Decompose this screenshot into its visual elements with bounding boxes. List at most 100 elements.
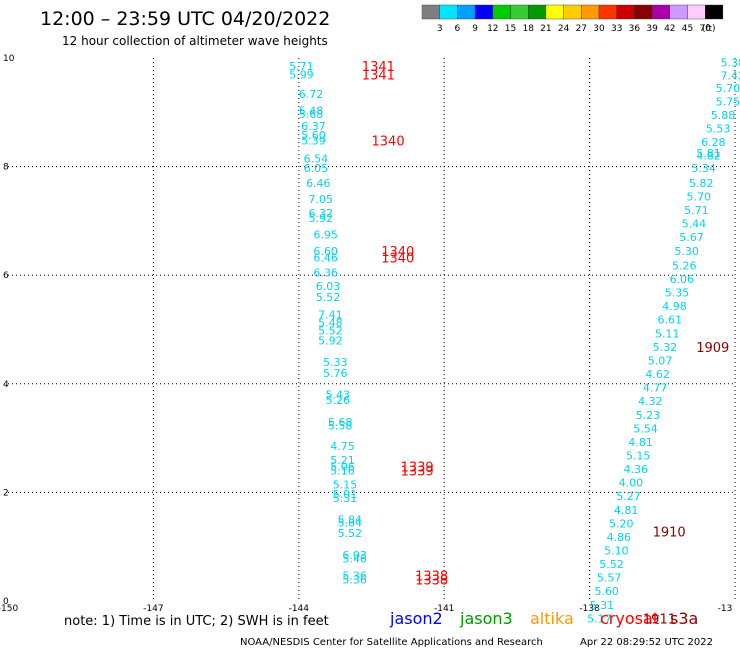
wave-height-label: 5.43 xyxy=(325,389,350,402)
wave-height-label: 5.01 xyxy=(333,488,358,501)
satellite-name: cryosat xyxy=(600,609,659,628)
wave-height-label: 5.36 xyxy=(342,569,367,582)
satellite-legend: jason2 jason3 altika cryosat s3a xyxy=(389,609,698,628)
colorbar-label: 45 xyxy=(682,24,693,34)
pass-time-label: 1341 xyxy=(362,68,395,83)
wave-height-labels: 5.715.996.725.485.686.375.605.396.546.05… xyxy=(289,56,740,625)
y-tick-label: 8 xyxy=(3,163,9,173)
wave-height-label: 5.84 xyxy=(338,516,363,529)
satellite-name: jason2 xyxy=(389,609,443,628)
colorbar-legend: 3 6 9 12 15 18 21 24 27 30 33 36 39 42 45 70 xyxy=(421,4,724,34)
wave-height-label: 5.38 xyxy=(720,56,740,69)
wave-height-label: 5.82 xyxy=(689,177,714,190)
pass-time-label: 1340 xyxy=(381,245,414,260)
colorbar-label: 21 xyxy=(540,24,551,34)
colorbar-swatch xyxy=(581,4,600,20)
colorbar-label: 6 xyxy=(455,24,461,34)
pass-time-label: 1338 xyxy=(415,573,448,588)
wave-height-label: 6.72 xyxy=(299,88,324,101)
wave-height-label: 5.53 xyxy=(706,123,731,136)
wave-height-label: 5.60 xyxy=(301,129,326,142)
x-tick-label: -138 xyxy=(579,604,600,614)
wave-height-label: 5.68 xyxy=(328,416,353,429)
wave-height-label: 5.71 xyxy=(289,60,314,73)
wave-height-label: 4.00 xyxy=(619,477,644,490)
wave-height-label: 5.76 xyxy=(323,367,348,380)
x-tick-label: -13 xyxy=(718,604,733,614)
satellite-name: jason3 xyxy=(459,609,513,628)
wave-height-label: 6.32 xyxy=(308,207,333,220)
wave-height-label: 5.81 xyxy=(696,147,721,160)
wave-height-label: 5.52 xyxy=(316,291,341,304)
y-axis-ticks: 0 2 4 6 8 10 xyxy=(3,54,15,607)
wave-height-label: 5.23 xyxy=(636,409,661,422)
wave-height-label: 5.27 xyxy=(616,490,641,503)
wave-height-label: 5.48 xyxy=(318,316,343,329)
wave-height-label: 6.46 xyxy=(306,177,331,190)
wave-height-label: 5.16 xyxy=(330,465,355,478)
colorbar-swatch xyxy=(545,4,564,20)
x-tick-label: -141 xyxy=(434,604,454,614)
footer-credit: NOAA/NESDIS Center for Satellite Applica… xyxy=(240,637,543,648)
wave-height-label: 6.06 xyxy=(670,273,695,286)
pass-time-label: 1339 xyxy=(401,460,434,475)
wave-height-label: 5.44 xyxy=(682,218,707,231)
wave-height-label: 5.54 xyxy=(633,422,658,435)
wave-height-label: 5.52 xyxy=(599,558,624,571)
wave-height-label: 5.33 xyxy=(323,356,348,369)
wave-height-label: 6.54 xyxy=(304,152,329,165)
pass-time-label: 1909 xyxy=(696,341,729,356)
colorbar-swatch xyxy=(528,4,547,20)
colorbar-label: 18 xyxy=(522,24,534,34)
wave-height-label: 5.70 xyxy=(716,82,740,95)
colorbar-swatch xyxy=(669,4,688,20)
wave-height-label: 4.75 xyxy=(330,440,355,453)
wave-height-label: 5.06 xyxy=(330,460,355,473)
colorbar-label: 27 xyxy=(576,24,587,34)
y-tick-label: 0 xyxy=(3,597,9,607)
wave-height-label: 5.39 xyxy=(301,135,326,148)
gridlines xyxy=(8,58,736,601)
x-axis-ticks: -150 -147 -144 -141 -138 -13 xyxy=(0,604,732,614)
colorbar-swatch xyxy=(439,4,458,20)
wave-height-label: 7.41 xyxy=(318,308,343,321)
wave-height-label: 4.98 xyxy=(662,300,687,313)
wave-height-label: 5.88 xyxy=(711,109,736,122)
pass-time-label: 1911 xyxy=(643,612,676,627)
wave-height-label: 6.03 xyxy=(316,280,341,293)
wave-height-label: 6.05 xyxy=(304,162,329,175)
wave-height-label: 5.11 xyxy=(655,327,680,340)
wave-height-label: 5.34 xyxy=(691,162,716,175)
y-tick-label: 4 xyxy=(3,380,9,390)
colorbar-swatch xyxy=(457,4,476,20)
footer-note: note: 1) Time is in UTC; 2) SWH is in fe… xyxy=(64,614,329,629)
colorbar-swatch xyxy=(598,4,617,20)
wave-height-label: 5.71 xyxy=(684,204,709,217)
wave-height-label: 5.99 xyxy=(289,68,314,81)
wave-height-label: 5.52 xyxy=(318,325,343,338)
pass-time-label: 1339 xyxy=(401,465,434,480)
colorbar-swatch xyxy=(421,4,440,20)
wave-height-label: 6.28 xyxy=(701,136,726,149)
colorbar-label: 42 xyxy=(664,24,675,34)
wave-height-label: 5.60 xyxy=(594,585,619,598)
colorbar-label: 33 xyxy=(611,24,622,34)
wave-height-label: 5.31 xyxy=(333,492,358,505)
wave-height-label: 4.86 xyxy=(607,531,632,544)
colorbar-swatch xyxy=(510,4,529,20)
x-tick-label: -150 xyxy=(0,604,18,614)
wave-height-label: 5.70 xyxy=(687,190,712,203)
colorbar-label: 24 xyxy=(558,24,570,34)
x-tick-label: -147 xyxy=(143,604,163,614)
y-tick-label: 2 xyxy=(3,488,9,498)
wave-height-label: 5.17 xyxy=(587,612,612,625)
colorbar-label: 36 xyxy=(629,24,641,34)
wave-height-label: 5.67 xyxy=(679,231,704,244)
colorbar-swatch xyxy=(651,4,670,20)
wave-height-label: 5.36 xyxy=(342,573,367,586)
y-tick-label: 6 xyxy=(3,271,9,281)
colorbar-swatch xyxy=(474,4,494,20)
pass-time-label: 1341 xyxy=(362,60,395,75)
